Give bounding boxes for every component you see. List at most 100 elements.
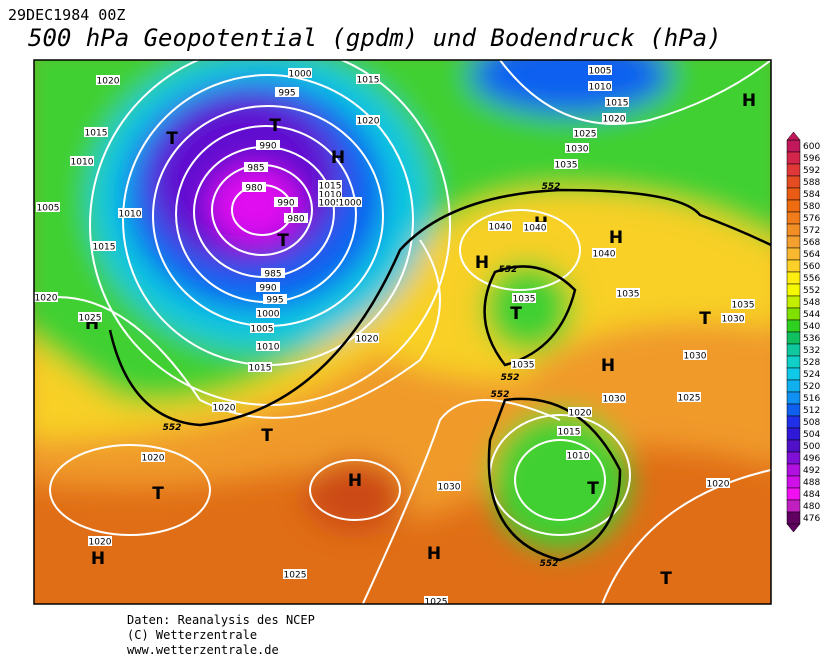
colorbar-label: 568 [803, 238, 820, 248]
isobar-label-bg [568, 407, 592, 417]
colorbar-label: 572 [803, 226, 820, 236]
colorbar-swatch [786, 511, 801, 525]
colorbar-label: 496 [803, 454, 820, 464]
colorbar-swatch [786, 223, 801, 237]
isobar-label-bg [70, 156, 94, 166]
isobar-label-bg [566, 450, 590, 460]
colorbar-label: 600 [803, 142, 820, 152]
map-title: 500 hPa Geopotential (gpdm) und Bodendru… [28, 24, 722, 52]
colorbar-label: 504 [803, 430, 820, 440]
pressure-center: T [510, 304, 522, 324]
isobar-label: 1000 [289, 70, 312, 80]
isobar-label-bg [36, 202, 60, 212]
colorbar-swatch [786, 451, 801, 465]
isobar-label-bg [318, 197, 342, 207]
isobar-label-bg [288, 68, 312, 78]
isobar-label-bg [554, 159, 578, 169]
colorbar-swatch [786, 199, 801, 213]
isobar-label-bg [488, 221, 512, 231]
isobar-label-bg [96, 75, 120, 85]
contour-label: 552 [501, 373, 520, 383]
colorbar-label: 576 [803, 214, 820, 224]
isobar-label-bg [592, 248, 616, 258]
colorbar-label: 596 [803, 154, 820, 164]
isobar-label-bg [356, 74, 380, 84]
isobar-label-bg [275, 87, 299, 97]
pressure-center: T [699, 309, 711, 329]
isobar-label: 1020 [97, 77, 120, 87]
colorbar-swatch [786, 427, 801, 441]
isobar-label-bg [84, 127, 108, 137]
isobar-label: 995 [278, 89, 295, 99]
isobar-label: 1005 [319, 199, 342, 209]
isobar-label: 990 [259, 284, 276, 294]
isobar-label-bg [721, 313, 745, 323]
contour-label: 552 [542, 182, 561, 192]
isobar-label: 1040 [524, 224, 547, 234]
pressure-center: T [166, 129, 178, 149]
isobar-label: 1020 [357, 117, 380, 127]
pressure-center: H [475, 253, 489, 273]
map-frame [33, 59, 772, 605]
colorbar-swatch [786, 355, 801, 369]
contour-label: 552 [491, 390, 510, 400]
pressure-center: T [277, 231, 289, 251]
isobar-label: 980 [245, 184, 262, 194]
colorbar-label: 564 [803, 250, 820, 260]
colorbar-label: 492 [803, 466, 820, 476]
isobar-label-bg [512, 293, 536, 303]
isobar-label-bg [602, 113, 626, 123]
isobar-label: 1015 [85, 129, 108, 139]
colorbar-label: 592 [803, 166, 820, 176]
pressure-center: H [331, 148, 345, 168]
colorbar-label: 500 [803, 442, 820, 452]
isobar-label-bg [557, 426, 581, 436]
isobar-label: 990 [277, 199, 294, 209]
isobar-label: 1005 [251, 325, 274, 335]
colorbar-swatch [786, 271, 801, 285]
isobar-label: 1010 [257, 343, 280, 353]
colorbar-swatch [786, 379, 801, 393]
colorbar-swatch [786, 319, 801, 333]
isobar-label: 1025 [79, 314, 102, 324]
isobar-label-bg [242, 182, 266, 192]
colorbar-label: 512 [803, 406, 820, 416]
isobar-label-bg [78, 312, 102, 322]
pressure-center: T [587, 479, 599, 499]
isobar-label: 1040 [593, 250, 616, 260]
colorbar-swatch [786, 139, 801, 153]
pressure-center: H [601, 356, 615, 376]
colorbar-label: 552 [803, 286, 820, 296]
colorbar-label: 508 [803, 418, 820, 428]
colorbar-label: 544 [803, 310, 820, 320]
isobar-label: 1025 [574, 130, 597, 140]
contour-label: 552 [499, 265, 518, 275]
colorbar-label: 524 [803, 370, 820, 380]
colorbar-swatch [786, 175, 801, 189]
pressure-center: T [261, 426, 273, 446]
contour-label: 552 [163, 423, 182, 433]
isobar-label: 1020 [569, 409, 592, 419]
isobar-label: 1025 [284, 571, 307, 581]
isobar-label: 1015 [319, 182, 342, 192]
isobar-label-bg [274, 197, 298, 207]
colorbar-swatch [786, 439, 801, 453]
isobar-label: 990 [259, 142, 276, 152]
footer-line: Daten: Reanalysis des NCEP [127, 613, 315, 627]
isobar-label-bg [605, 97, 629, 107]
isobar-label: 985 [264, 270, 281, 280]
colorbar-swatch [786, 235, 801, 249]
isobar-label: 1015 [558, 428, 581, 438]
isobar-label-bg [731, 299, 755, 309]
isobar-label: 1035 [617, 290, 640, 300]
isobar-label: 1015 [249, 364, 272, 374]
pressure-center: T [152, 484, 164, 504]
colorbar-swatch [786, 259, 801, 273]
colorbar-arrow-bottom [786, 523, 801, 533]
isobar-label-bg [256, 341, 280, 351]
isobar-label: 1020 [35, 294, 58, 304]
isobar-label: 1015 [606, 99, 629, 109]
footer-line: www.wetterzentrale.de [127, 643, 279, 656]
isobar-label: 995 [266, 296, 283, 306]
isobar-label-bg [141, 452, 165, 462]
